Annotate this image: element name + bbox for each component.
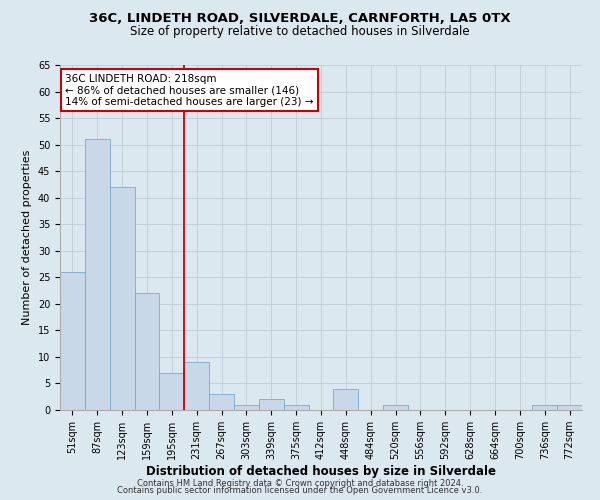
Bar <box>259 400 284 410</box>
Text: Contains public sector information licensed under the Open Government Licence v3: Contains public sector information licen… <box>118 486 482 495</box>
Bar <box>209 394 234 410</box>
Bar <box>557 404 582 410</box>
Text: 36C LINDETH ROAD: 218sqm
← 86% of detached houses are smaller (146)
14% of semi-: 36C LINDETH ROAD: 218sqm ← 86% of detach… <box>65 74 314 107</box>
Bar <box>234 404 259 410</box>
Bar <box>284 404 308 410</box>
Bar <box>532 404 557 410</box>
Bar <box>110 187 134 410</box>
Y-axis label: Number of detached properties: Number of detached properties <box>22 150 32 325</box>
Bar <box>383 404 408 410</box>
Title: 36C, LINDETH ROAD, SILVERDALE, CARNFORTH, LA5 0TX
Size of property relative to d: 36C, LINDETH ROAD, SILVERDALE, CARNFORTH… <box>0 499 1 500</box>
Bar <box>60 272 85 410</box>
Bar <box>85 140 110 410</box>
Bar <box>160 373 184 410</box>
Text: 36C, LINDETH ROAD, SILVERDALE, CARNFORTH, LA5 0TX: 36C, LINDETH ROAD, SILVERDALE, CARNFORTH… <box>89 12 511 26</box>
Bar <box>334 389 358 410</box>
Bar <box>184 362 209 410</box>
Bar <box>134 293 160 410</box>
X-axis label: Distribution of detached houses by size in Silverdale: Distribution of detached houses by size … <box>146 465 496 478</box>
Text: Size of property relative to detached houses in Silverdale: Size of property relative to detached ho… <box>130 25 470 38</box>
Text: Contains HM Land Registry data © Crown copyright and database right 2024.: Contains HM Land Registry data © Crown c… <box>137 478 463 488</box>
